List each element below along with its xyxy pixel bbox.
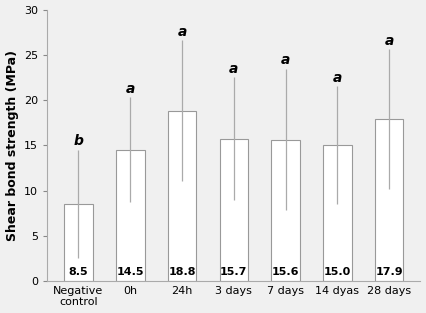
Y-axis label: Shear bond strength (MPa): Shear bond strength (MPa) — [6, 50, 19, 241]
Text: 15.7: 15.7 — [220, 267, 248, 277]
Text: 15.0: 15.0 — [324, 267, 351, 277]
Text: b: b — [74, 134, 83, 148]
Text: 15.6: 15.6 — [272, 267, 299, 277]
Text: a: a — [177, 24, 187, 38]
Text: 14.5: 14.5 — [117, 267, 144, 277]
Text: a: a — [385, 33, 394, 48]
Bar — [271, 140, 300, 281]
Text: a: a — [126, 81, 135, 95]
Text: a: a — [281, 54, 291, 68]
Text: 17.9: 17.9 — [375, 267, 403, 277]
Bar — [168, 111, 196, 281]
Bar — [64, 204, 93, 281]
Bar — [375, 119, 403, 281]
Text: a: a — [229, 62, 239, 76]
Text: 8.5: 8.5 — [69, 267, 88, 277]
Text: 18.8: 18.8 — [168, 267, 196, 277]
Text: a: a — [333, 71, 342, 85]
Bar — [116, 150, 144, 281]
Bar — [220, 139, 248, 281]
Bar — [323, 145, 352, 281]
